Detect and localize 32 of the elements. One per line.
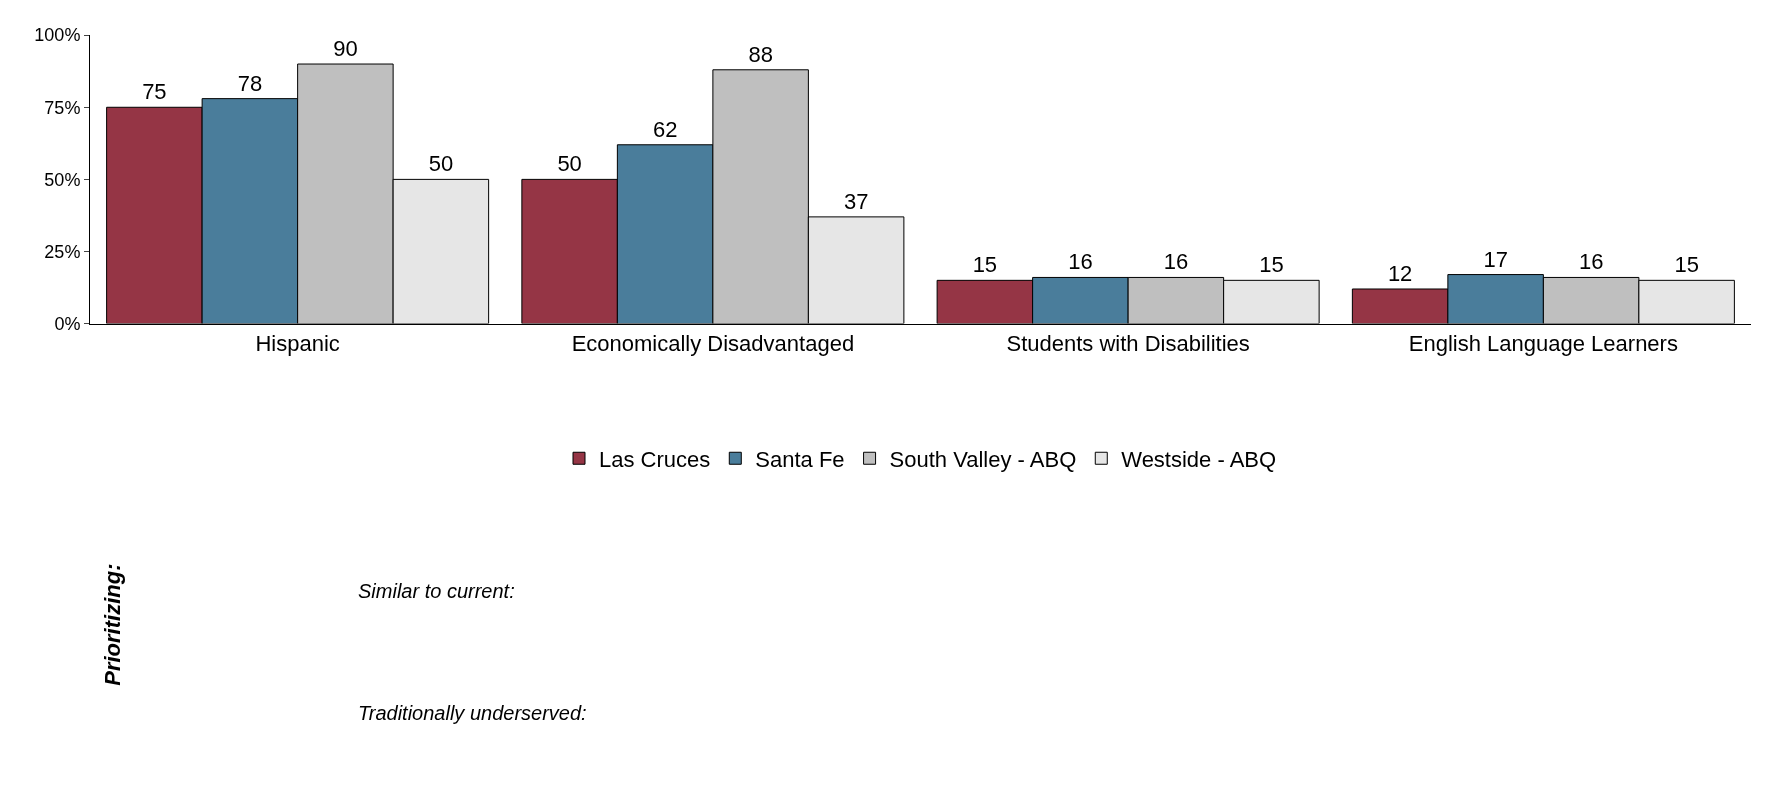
y-tick-label: 100%	[34, 25, 81, 46]
data-label: 50	[557, 151, 582, 177]
data-label: 17	[1483, 246, 1508, 272]
data-label: 16	[1578, 249, 1604, 275]
data-label: 78	[237, 70, 263, 96]
y-tick-label: 0%	[54, 313, 81, 334]
text: Prioritizing:	[99, 563, 125, 686]
data-label: 75	[142, 79, 167, 105]
data-label: 12	[1387, 260, 1413, 286]
x-tick-label: Students with Disabilities	[1006, 331, 1250, 356]
data-label: 15	[1674, 252, 1699, 278]
data-label: 62	[652, 116, 678, 142]
data-label: 50	[428, 151, 454, 177]
data-label: 15	[972, 252, 998, 278]
data-label: 90	[333, 36, 358, 62]
x-tick-label: Economically Disadvantaged	[571, 331, 855, 356]
legend-label: Westside - ABQ	[1121, 446, 1277, 472]
data-label: 16	[1163, 249, 1189, 275]
data-label: 37	[843, 188, 869, 214]
y-tick-label: 75%	[44, 97, 81, 118]
data-label: 16	[1068, 249, 1093, 275]
y-tick-label: 25%	[44, 241, 81, 262]
legend-label: Las Cruces	[599, 446, 711, 472]
x-tick-label: English Language Learners	[1408, 331, 1678, 356]
legend-label: Santa Fe	[755, 446, 845, 472]
legend-label: South Valley - ABQ	[889, 446, 1077, 472]
data-label: 15	[1259, 252, 1284, 278]
text: Similar to current:	[358, 580, 515, 602]
data-label: 88	[748, 41, 773, 67]
text: Traditionally underserved:	[358, 702, 587, 724]
y-tick-label: 50%	[44, 169, 81, 190]
x-tick-label: Hispanic	[255, 331, 340, 356]
